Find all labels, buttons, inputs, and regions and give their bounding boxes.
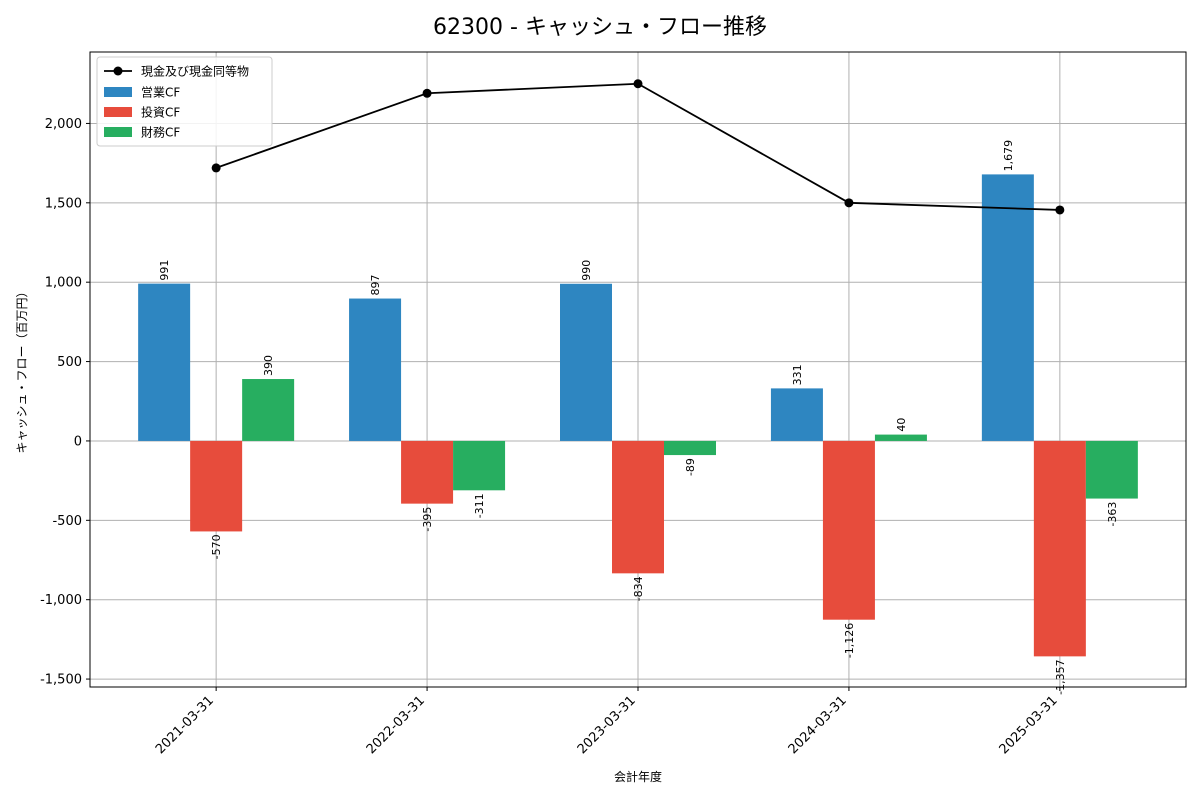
bar-value-label: 897 <box>369 275 382 296</box>
cash-line-point <box>1055 205 1065 215</box>
bar-value-label: 40 <box>895 418 908 432</box>
legend-swatch <box>104 87 132 97</box>
bar-2 <box>401 440 454 504</box>
bar-1 <box>981 174 1034 441</box>
bar-value-label: 1,679 <box>1002 140 1015 172</box>
bar-1 <box>770 388 823 441</box>
x-tick-label: 2023-03-31 <box>575 693 639 757</box>
legend-label: 営業CF <box>141 86 180 100</box>
cash-line-point <box>633 79 643 89</box>
bar-2 <box>612 440 664 574</box>
x-tick-label: 2025-03-31 <box>997 693 1061 757</box>
legend-box <box>96 56 273 147</box>
bar-value-label: -1,357 <box>1054 659 1067 694</box>
bar-value-label: 990 <box>580 260 593 281</box>
legend-swatch <box>104 107 132 117</box>
y-axis-label: キャッシュ・フロー（百万円） <box>15 285 29 453</box>
chart-title: 62300 - キャッシュ・フロー推移 <box>433 15 767 40</box>
bar-2 <box>190 440 243 532</box>
legend-swatch <box>104 127 132 137</box>
cash-line-point <box>422 88 432 98</box>
bar-3 <box>664 440 716 456</box>
x-axis-label: 会計年度 <box>614 769 662 784</box>
bar-value-label: -89 <box>684 458 697 476</box>
bar-value-label: 390 <box>262 355 275 376</box>
bar-2 <box>822 440 875 620</box>
y-tick-label: 0 <box>74 434 82 449</box>
legend-label: 財務CF <box>141 125 180 140</box>
x-tick-label: 2024-03-31 <box>786 693 850 757</box>
bar-value-label: -834 <box>632 576 645 601</box>
legend-line-marker <box>113 66 123 76</box>
bar-1 <box>560 283 612 441</box>
data-labels: 991 897 990 331 1,679 -570 -395 -834 -1,126 -1,35… <box>158 140 1119 695</box>
bar-3 <box>1085 440 1138 499</box>
bar-2 <box>1033 440 1086 657</box>
y-tick-label: -1,000 <box>40 593 82 608</box>
y-tick-label: 500 <box>57 355 82 370</box>
cash-line <box>211 79 1065 215</box>
y-tick-label: 1,000 <box>45 276 82 291</box>
bar-value-label: -363 <box>1106 502 1119 527</box>
legend-label: 現金及び現金同等物 <box>141 64 249 79</box>
x-tick-label: 2021-03-31 <box>153 693 217 757</box>
bar-value-label: -395 <box>421 507 434 532</box>
y-tick-label: -1,500 <box>40 673 82 688</box>
legend-label: 投資CF <box>141 105 180 120</box>
bar-3 <box>874 434 927 441</box>
cash-line-point <box>211 163 221 173</box>
y-tick-label: 2,000 <box>45 117 82 132</box>
bar-value-label: -311 <box>473 493 486 518</box>
bar-3 <box>453 440 506 491</box>
bar-value-label: 331 <box>791 364 804 385</box>
bar-value-label: -1,126 <box>843 623 856 658</box>
bars <box>138 174 1138 657</box>
y-tick-label: 1,500 <box>45 196 82 211</box>
x-tick-label: 2022-03-31 <box>364 693 428 757</box>
bar-value-label: 991 <box>158 260 171 281</box>
bar-value-label: -570 <box>210 534 223 559</box>
bar-1 <box>349 298 402 441</box>
cash-line-point <box>844 198 854 208</box>
bar-1 <box>138 283 191 441</box>
bar-3 <box>242 379 295 441</box>
y-tick-label: -500 <box>52 514 82 529</box>
